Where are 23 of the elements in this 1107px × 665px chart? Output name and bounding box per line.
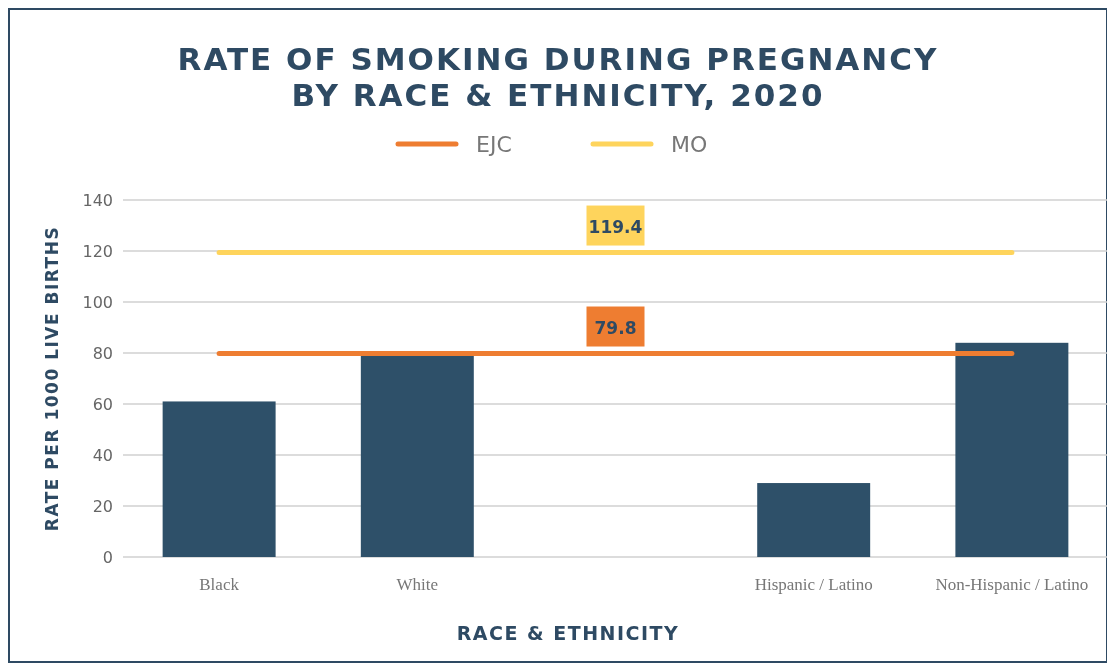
x-tick-label: Black: [199, 575, 240, 594]
y-tick-label: 40: [92, 446, 113, 465]
bar: [360, 355, 474, 557]
legend-label: MO: [671, 132, 708, 157]
y-tick-label: 120: [82, 242, 113, 261]
y-axis-title: RATE PER 1000 LIVE BIRTHS: [42, 225, 62, 532]
y-tick-label: 100: [82, 293, 113, 312]
legend-label: EJC: [476, 132, 512, 157]
bar: [955, 342, 1069, 557]
data-label: 119.4: [588, 216, 643, 237]
y-tick-label: 60: [92, 395, 113, 414]
x-axis-title: RACE & ETHNICITY: [456, 622, 680, 644]
y-tick-label: 140: [82, 191, 113, 210]
x-tick-label: Non-Hispanic / Latino: [935, 575, 1089, 594]
y-tick-label: 20: [92, 497, 113, 516]
x-tick-label: Hispanic / Latino: [754, 575, 873, 594]
y-tick-label: 0: [102, 548, 113, 567]
data-label: 79.8: [594, 317, 637, 338]
y-tick-label: 80: [92, 344, 113, 363]
bar: [162, 401, 276, 557]
bar: [757, 483, 871, 557]
x-tick-label: White: [396, 575, 439, 594]
chart-title: RATE OF SMOKING DURING PREGNANCY BY RACE & ETHNICITY, 2020: [177, 41, 939, 113]
